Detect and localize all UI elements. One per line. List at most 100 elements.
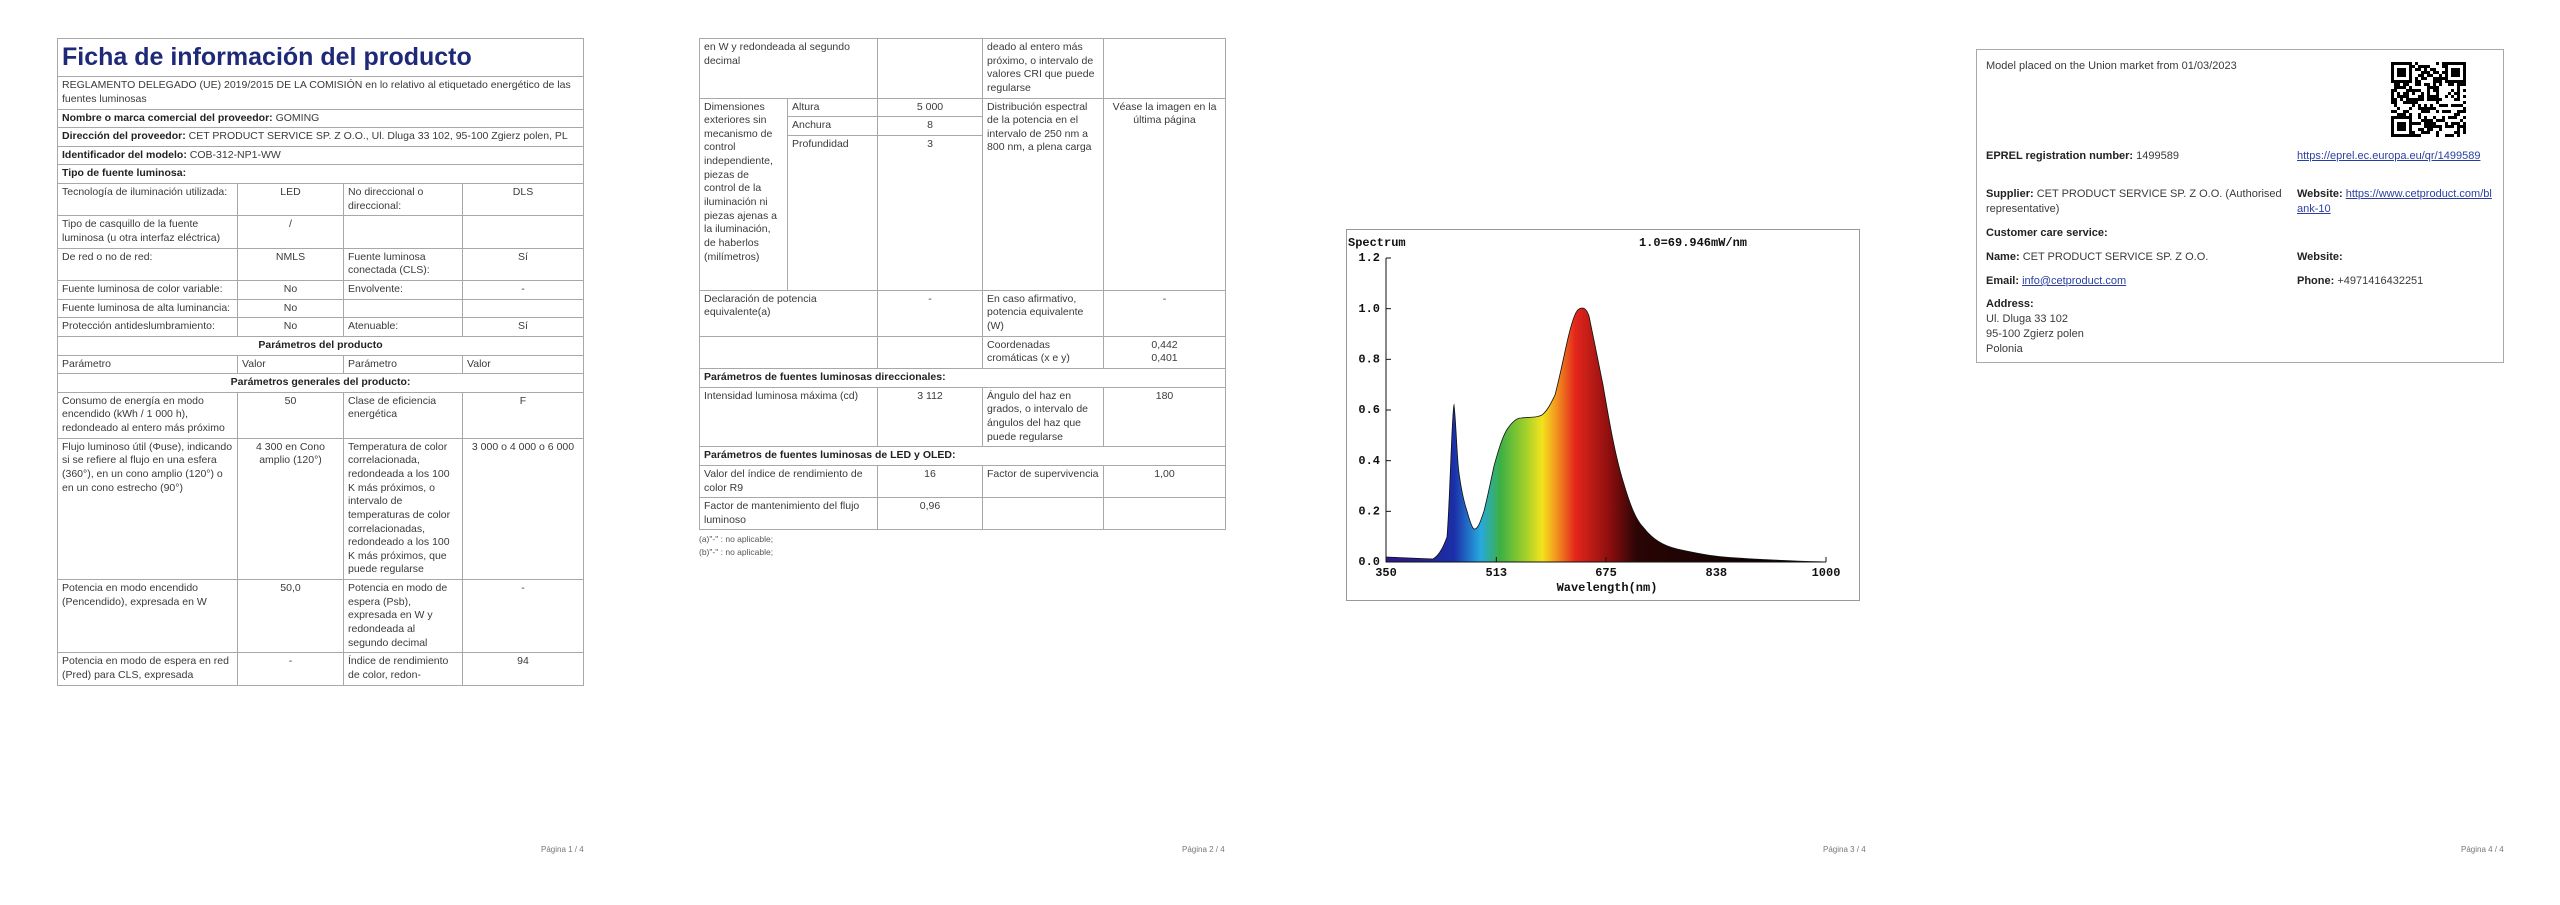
- table-cell: Consumo de energía en modo encendido (kW…: [57, 391, 238, 439]
- email-link[interactable]: info@cetproduct.com: [2022, 275, 2127, 287]
- qr-module: [2439, 125, 2442, 128]
- qr-module: [2463, 74, 2466, 77]
- qr-module: [2400, 113, 2403, 116]
- qr-module: [2400, 86, 2403, 89]
- qr-module: [2442, 65, 2445, 68]
- qr-module: [2391, 92, 2394, 95]
- qr-module: [2454, 104, 2457, 107]
- qr-module: [2394, 110, 2397, 113]
- chart-title: Spectrum: [1348, 236, 1406, 250]
- qr-module: [2448, 62, 2451, 65]
- qr-module: [2457, 68, 2460, 71]
- qr-module: [2421, 107, 2424, 110]
- qr-module: [2406, 95, 2409, 98]
- x-tick-label: 513: [1486, 566, 1508, 580]
- qr-module: [2451, 62, 2454, 65]
- qr-module: [2406, 98, 2409, 101]
- text: Polonia: [1986, 342, 2023, 355]
- qr-module: [2436, 80, 2439, 83]
- qr-module: [2403, 68, 2406, 71]
- qr-module: [2436, 89, 2439, 92]
- qr-module: [2421, 110, 2424, 113]
- table-cell: 50: [237, 391, 344, 439]
- qr-module: [2391, 134, 2394, 137]
- qr-module: [2436, 86, 2439, 89]
- qr-module: [2439, 128, 2442, 131]
- table-cell: Ángulo del haz en grados, o intervalo de…: [982, 386, 1105, 448]
- qr-module: [2427, 86, 2430, 89]
- table-cell: [343, 298, 463, 319]
- x-tick-label: 350: [1375, 566, 1397, 580]
- qr-module: [2400, 95, 2403, 98]
- qr-module: [2445, 74, 2448, 77]
- table-cell: Factor de mantenimiento del flujo lumino…: [699, 497, 879, 531]
- text: Consumo de energía en modo encendido (kW…: [57, 391, 585, 439]
- qr-module: [2442, 104, 2445, 107]
- table-cell: Índice de rendimiento de color, redon-: [343, 652, 463, 686]
- text: Coordenadas cromáticas (x e y) 0,442 0,401: [699, 335, 1227, 370]
- table-cell: Identificador del modelo: COB-312-NP1-WW: [57, 145, 585, 166]
- table-cell: /: [237, 215, 344, 249]
- qr-module: [2445, 125, 2448, 128]
- qr-module: [2454, 131, 2457, 134]
- qr-module: [2427, 131, 2430, 134]
- table-cell: -: [237, 652, 344, 686]
- qr-module: [2427, 125, 2430, 128]
- table-cell: 16: [877, 464, 984, 499]
- qr-module: [2463, 68, 2466, 71]
- qr-module: [2409, 128, 2412, 131]
- table-cell: [699, 335, 879, 370]
- table-cell: Parámetros de fuentes luminosas direccio…: [699, 368, 1227, 388]
- qr-module: [2463, 107, 2466, 110]
- text: Parámetros de fuentes luminosas direccio…: [699, 368, 1227, 388]
- qr-module: [2391, 77, 2394, 80]
- text: Identificador del modelo: COB-312-NP1-WW: [57, 145, 585, 166]
- text: Factor de mantenimiento del flujo lumino…: [699, 497, 1227, 531]
- qr-module: [2409, 131, 2412, 134]
- qr-module: [2436, 77, 2439, 80]
- qr-module: [2463, 62, 2466, 65]
- qr-module: [2418, 89, 2421, 92]
- text: Tecnología de iluminación utilizada: LED N…: [57, 183, 585, 217]
- y-tick-label: 0.0: [1358, 555, 1380, 569]
- qr-module: [2457, 122, 2460, 125]
- table-cell: Parámetros generales del producto:: [57, 373, 585, 393]
- qr-module: [2418, 80, 2421, 83]
- qr-module: [2463, 101, 2466, 104]
- qr-module: [2427, 110, 2430, 113]
- qr-module: [2463, 65, 2466, 68]
- text: De red o no de red: NMLS Fuente luminosa c…: [57, 247, 585, 281]
- text: Potencia en modo encendido (Pencendido),…: [57, 579, 585, 654]
- table-cell: Véase la imagen en la última página: [1103, 97, 1227, 291]
- qr-module: [2397, 68, 2400, 71]
- qr-module: [2394, 89, 2397, 92]
- qr-module: [2415, 122, 2418, 125]
- qr-module: [2451, 122, 2454, 125]
- qr-module: [2409, 101, 2412, 104]
- qr-module: [2412, 122, 2415, 125]
- qr-module: [2454, 80, 2457, 83]
- qr-module: [2412, 98, 2415, 101]
- qr-module: [2457, 62, 2460, 65]
- website-link[interactable]: https://www.cetproduct.com/blank-10: [2297, 188, 2492, 215]
- qr-module: [2397, 95, 2400, 98]
- qr-module: [2397, 107, 2400, 110]
- qr-module: [2397, 92, 2400, 95]
- qr-module: [2418, 83, 2421, 86]
- qr-module: [2433, 71, 2436, 74]
- qr-module: [2391, 71, 2394, 74]
- qr-module: [2391, 98, 2394, 101]
- qr-module: [2436, 131, 2439, 134]
- qr-module: [2409, 74, 2412, 77]
- text: Supplier: CET PRODUCT SERVICE SP. Z O.O.…: [1986, 187, 2286, 217]
- table-cell: -: [461, 279, 585, 300]
- qr-module: [2397, 86, 2400, 89]
- eprel-link[interactable]: https://eprel.ec.europa.eu/qr/1499589: [2297, 150, 2481, 162]
- x-tick-label: 675: [1595, 566, 1617, 580]
- qr-module: [2403, 128, 2406, 131]
- qr-module: [2397, 62, 2400, 65]
- table-cell: 8: [877, 116, 984, 136]
- field-label: Website:: [2297, 188, 2343, 200]
- qr-module: [2445, 134, 2448, 137]
